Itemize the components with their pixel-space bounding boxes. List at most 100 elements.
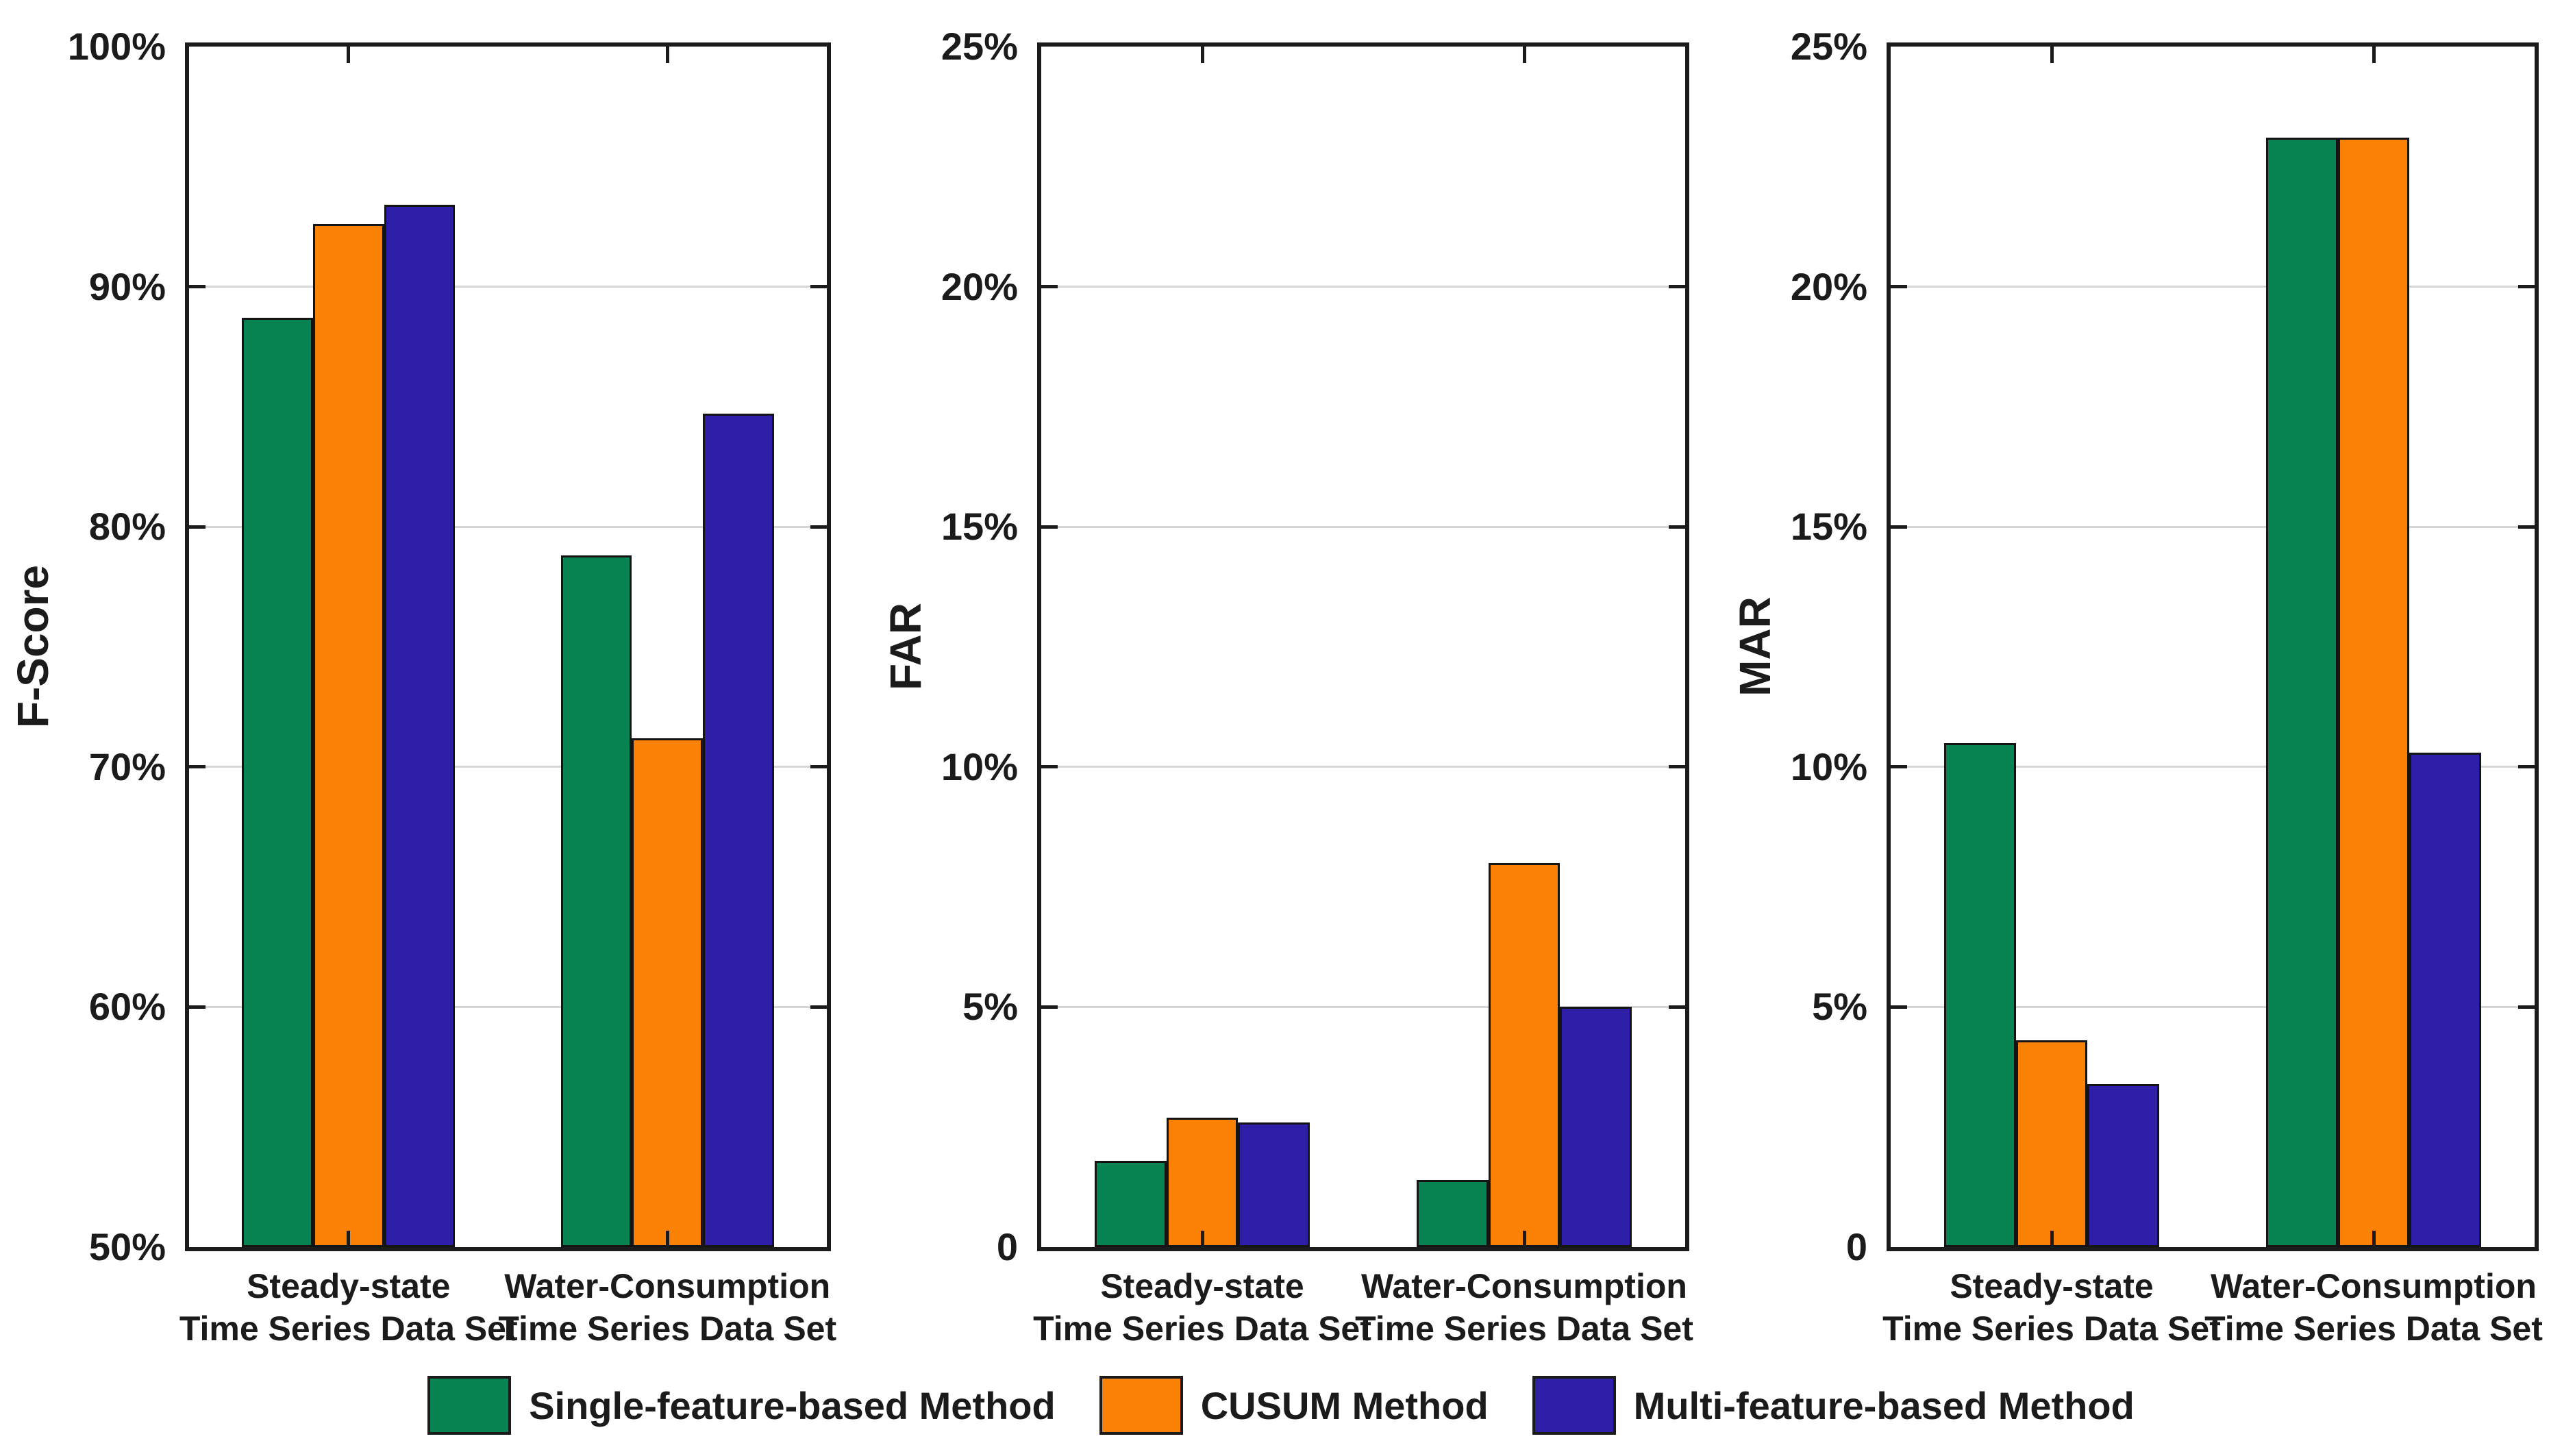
x-category-label-line: Steady-state xyxy=(247,1267,451,1305)
y-tick-label: 90% xyxy=(88,264,166,308)
legend: Single-feature-based Method CUSUM Method… xyxy=(0,1364,2562,1446)
legend-item-multi-feature: Multi-feature-based Method xyxy=(1532,1376,2135,1435)
y-tick-label: 60% xyxy=(88,985,166,1029)
bar-cusum-method xyxy=(312,224,384,1247)
gridline xyxy=(1891,286,2535,288)
x-tick-bottom xyxy=(2050,1231,2054,1247)
plot-box-far xyxy=(1037,42,1689,1251)
gridline xyxy=(1041,1005,1685,1008)
x-tick-bottom xyxy=(1200,1231,1204,1247)
y-tick-label: 0 xyxy=(996,1225,1018,1268)
x-category-label-line: Steady-state xyxy=(1100,1267,1304,1305)
y-tick-label: 80% xyxy=(88,505,166,549)
bar-cusum-method xyxy=(2337,138,2410,1247)
x-category-label-line: Time Series Data Set xyxy=(1033,1309,1371,1348)
y-tick-label: 100% xyxy=(67,25,166,68)
x-tick-top xyxy=(347,47,351,63)
y-tick-right xyxy=(1669,1005,1685,1009)
y-tick-right xyxy=(810,1005,827,1009)
y-tick-left xyxy=(1891,1005,1907,1009)
y-tick-right xyxy=(2518,765,2535,769)
y-tick-right xyxy=(1669,285,1685,289)
y-tick-label: 50% xyxy=(88,1225,166,1268)
x-tick-top xyxy=(665,47,669,63)
x-category-label-line: Time Series Data Set xyxy=(2204,1309,2543,1348)
x-category-label-line: Time Series Data Set xyxy=(179,1309,518,1348)
x-tick-top xyxy=(1522,47,1526,63)
legend-item-single-feature: Single-feature-based Method xyxy=(427,1376,1056,1435)
legend-swatch-green xyxy=(427,1376,512,1435)
bar-multi-feature-based-method xyxy=(703,414,774,1247)
y-tick-left xyxy=(1891,285,1907,289)
x-category-label-line: Time Series Data Set xyxy=(1355,1309,1693,1348)
y-axis-title-mar: MAR xyxy=(1730,597,1780,696)
x-tick-bottom xyxy=(665,1231,669,1247)
y-tick-label: 20% xyxy=(941,264,1018,308)
x-category-label-line: Time Series Data Set xyxy=(498,1309,837,1348)
bar-cusum-method xyxy=(1166,1117,1239,1247)
x-category-label: Water-Consumption Time Series Data Set xyxy=(2100,1265,2562,1350)
x-tick-top xyxy=(2050,47,2054,63)
gridline xyxy=(1891,766,2535,768)
gridline xyxy=(1041,525,1685,528)
y-tick-right xyxy=(1669,765,1685,769)
x-tick-bottom xyxy=(1522,1231,1526,1247)
y-tick-left xyxy=(189,285,206,289)
gridline xyxy=(1891,525,2535,528)
y-tick-right xyxy=(2518,525,2535,529)
y-tick-label: 20% xyxy=(1790,264,1867,308)
y-tick-label: 5% xyxy=(1812,985,1867,1029)
y-tick-label: 25% xyxy=(941,25,1018,68)
y-tick-right xyxy=(810,285,827,289)
x-category-label-line: Water-Consumption xyxy=(1361,1267,1687,1305)
y-axis-title-far: FAR xyxy=(881,603,930,690)
x-category-label: Steady-state Time Series Data Set xyxy=(1778,1265,2326,1350)
y-tick-label: 25% xyxy=(1790,25,1867,68)
gridline xyxy=(1041,766,1685,768)
y-tick-label: 10% xyxy=(1790,744,1867,788)
y-tick-label: 15% xyxy=(941,505,1018,549)
y-tick-left xyxy=(1891,525,1907,529)
y-tick-label: 10% xyxy=(941,744,1018,788)
y-tick-left xyxy=(189,765,206,769)
bar-multi-feature-based-method xyxy=(2087,1083,2160,1247)
y-tick-label: 0 xyxy=(1845,1225,1867,1268)
bar-multi-feature-based-method xyxy=(384,205,456,1247)
legend-label: CUSUM Method xyxy=(1200,1383,1489,1427)
gridline xyxy=(189,766,827,768)
gridline xyxy=(189,525,827,528)
x-category-label: Water-Consumption Time Series Data Set xyxy=(1250,1265,1798,1350)
y-tick-left xyxy=(189,1005,206,1009)
y-tick-left xyxy=(189,525,206,529)
x-tick-bottom xyxy=(2372,1231,2376,1247)
legend-item-cusum: CUSUM Method xyxy=(1099,1376,1489,1435)
y-tick-right xyxy=(1669,525,1685,529)
y-tick-label: 15% xyxy=(1790,505,1867,549)
legend-swatch-orange xyxy=(1099,1376,1183,1435)
x-category-label-line: Steady-state xyxy=(1950,1267,2154,1305)
bar-single-feature-based-method xyxy=(1943,742,2016,1247)
x-tick-top xyxy=(1200,47,1204,63)
legend-swatch-blue xyxy=(1532,1376,1616,1435)
bar-single-feature-based-method xyxy=(1094,1160,1167,1247)
x-category-label-line: Water-Consumption xyxy=(2211,1267,2537,1305)
bar-single-feature-based-method xyxy=(2265,138,2338,1247)
y-tick-label: 5% xyxy=(962,985,1018,1029)
bar-single-feature-based-method xyxy=(1416,1179,1489,1247)
y-tick-left xyxy=(1041,525,1058,529)
y-tick-left xyxy=(1041,1005,1058,1009)
y-tick-left xyxy=(1041,285,1058,289)
plot-box-mar xyxy=(1887,42,2539,1251)
y-tick-label: 70% xyxy=(88,744,166,788)
x-tick-top xyxy=(2372,47,2376,63)
y-tick-right xyxy=(810,765,827,769)
plot-box-f-score xyxy=(185,42,831,1251)
bar-cusum-method xyxy=(1488,863,1560,1247)
y-tick-right xyxy=(810,525,827,529)
y-tick-right xyxy=(2518,285,2535,289)
x-category-label: Steady-state Time Series Data Set xyxy=(75,1265,623,1350)
y-axis-title-fscore: F-Score xyxy=(8,564,58,729)
x-tick-bottom xyxy=(347,1231,351,1247)
bar-multi-feature-based-method xyxy=(1560,1007,1632,1247)
x-category-label: Steady-state Time Series Data Set xyxy=(928,1265,1476,1350)
